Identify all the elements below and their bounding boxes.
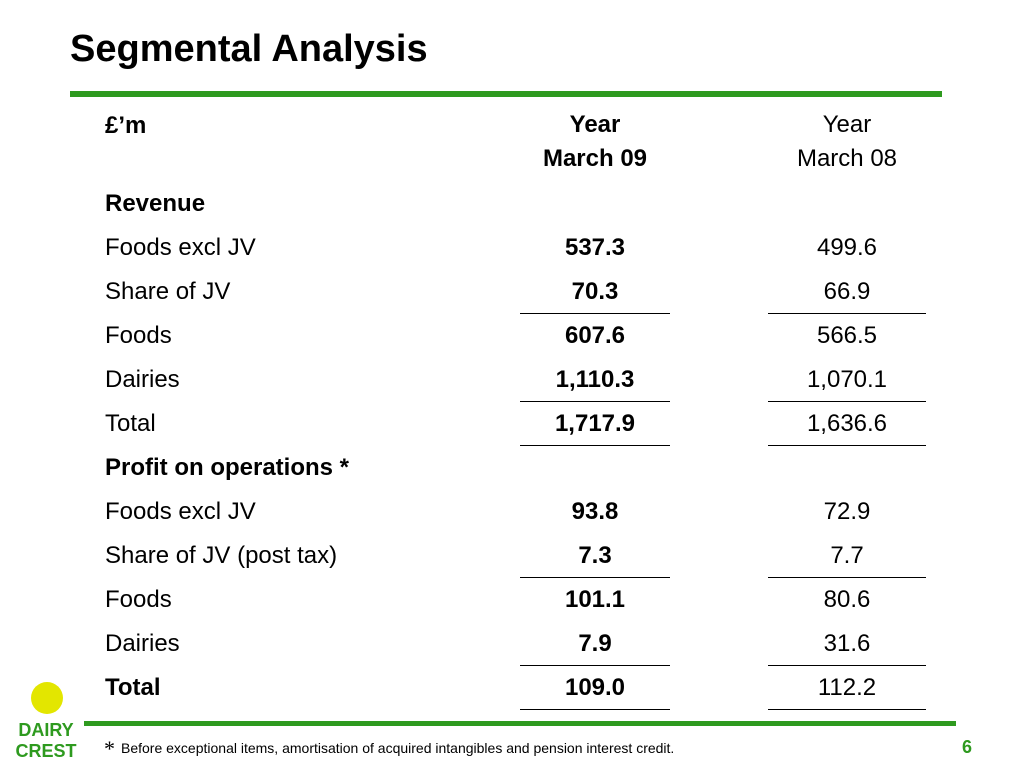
column-header-march-08: Year March 08 [768,108,926,176]
row-label: Revenue [105,190,206,217]
row-label: Profit on operations * [105,454,350,481]
column-header-line2: March 09 [542,145,648,172]
row-label: Foods [105,322,172,349]
title-divider [70,91,942,97]
table-row: Total 1,717.9 1,636.6 [0,402,1024,446]
logo-word-dairy: DAIRY [18,720,73,740]
section-revenue: Revenue [0,182,1024,226]
logo-sun-icon [31,682,63,714]
value-march-08: 499.6 [816,234,878,261]
logo-word-crest: CREST [15,741,76,761]
value-march-09: 1,110.3 [520,358,670,402]
unit-label: £’m [105,112,147,139]
value-march-08: 66.9 [768,270,926,314]
value-march-08: 31.6 [768,622,926,666]
value-march-09: 70.3 [520,270,670,314]
value-march-08: 80.6 [823,586,871,613]
table-header: £’m Year March 09 Year March 08 [0,108,1024,178]
value-march-09: 109.0 [520,666,670,710]
table-row: Foods 101.1 80.6 [0,578,1024,622]
dairy-crest-logo: DAIRY CREST [15,682,77,761]
footnote-text: Before exceptional items, amortisation o… [121,740,675,756]
row-label: Total [105,410,156,437]
page-number: 6 [962,737,973,757]
section-profit-on-operations: Profit on operations * [0,446,1024,490]
column-header-line1: Year [569,111,621,138]
table-row: Foods excl JV 537.3 499.6 [0,226,1024,270]
table-row: Share of JV (post tax) 7.3 7.7 [0,534,1024,578]
table-row-total: Total 109.0 112.2 [0,666,1024,710]
row-label: Dairies [105,630,180,657]
footnote-mark: * [104,736,115,761]
column-header-march-09: Year March 09 [520,108,670,176]
table-row: Foods excl JV 93.8 72.9 [0,490,1024,534]
value-march-08: 7.7 [768,534,926,578]
row-label: Dairies [105,366,180,393]
value-march-09: 537.3 [564,234,626,261]
column-header-line2: March 08 [796,145,898,172]
slide-title: Segmental Analysis [70,28,428,70]
row-label: Foods excl JV [105,498,256,525]
footer-divider [84,721,956,726]
value-march-08: 112.2 [768,666,926,710]
row-label: Foods [105,586,172,613]
value-march-09: 607.6 [564,322,626,349]
row-label: Total [105,674,161,701]
value-march-09: 1,717.9 [520,402,670,446]
value-march-09: 7.9 [520,622,670,666]
value-march-09: 101.1 [564,586,626,613]
row-label: Foods excl JV [105,234,256,261]
table-row: Share of JV 70.3 66.9 [0,270,1024,314]
table-row: Foods 607.6 566.5 [0,314,1024,358]
value-march-08: 566.5 [816,322,878,349]
value-march-08: 72.9 [823,498,871,525]
value-march-09: 93.8 [571,498,619,525]
table-row: Dairies 7.9 31.6 [0,622,1024,666]
value-march-08: 1,636.6 [768,402,926,446]
column-header-line1: Year [822,111,872,138]
table-row: Dairies 1,110.3 1,070.1 [0,358,1024,402]
row-label: Share of JV [105,278,231,305]
value-march-09: 7.3 [520,534,670,578]
row-label: Share of JV (post tax) [105,542,338,569]
value-march-08: 1,070.1 [768,358,926,402]
footnote: * Before exceptional items, amortisation … [104,736,674,762]
